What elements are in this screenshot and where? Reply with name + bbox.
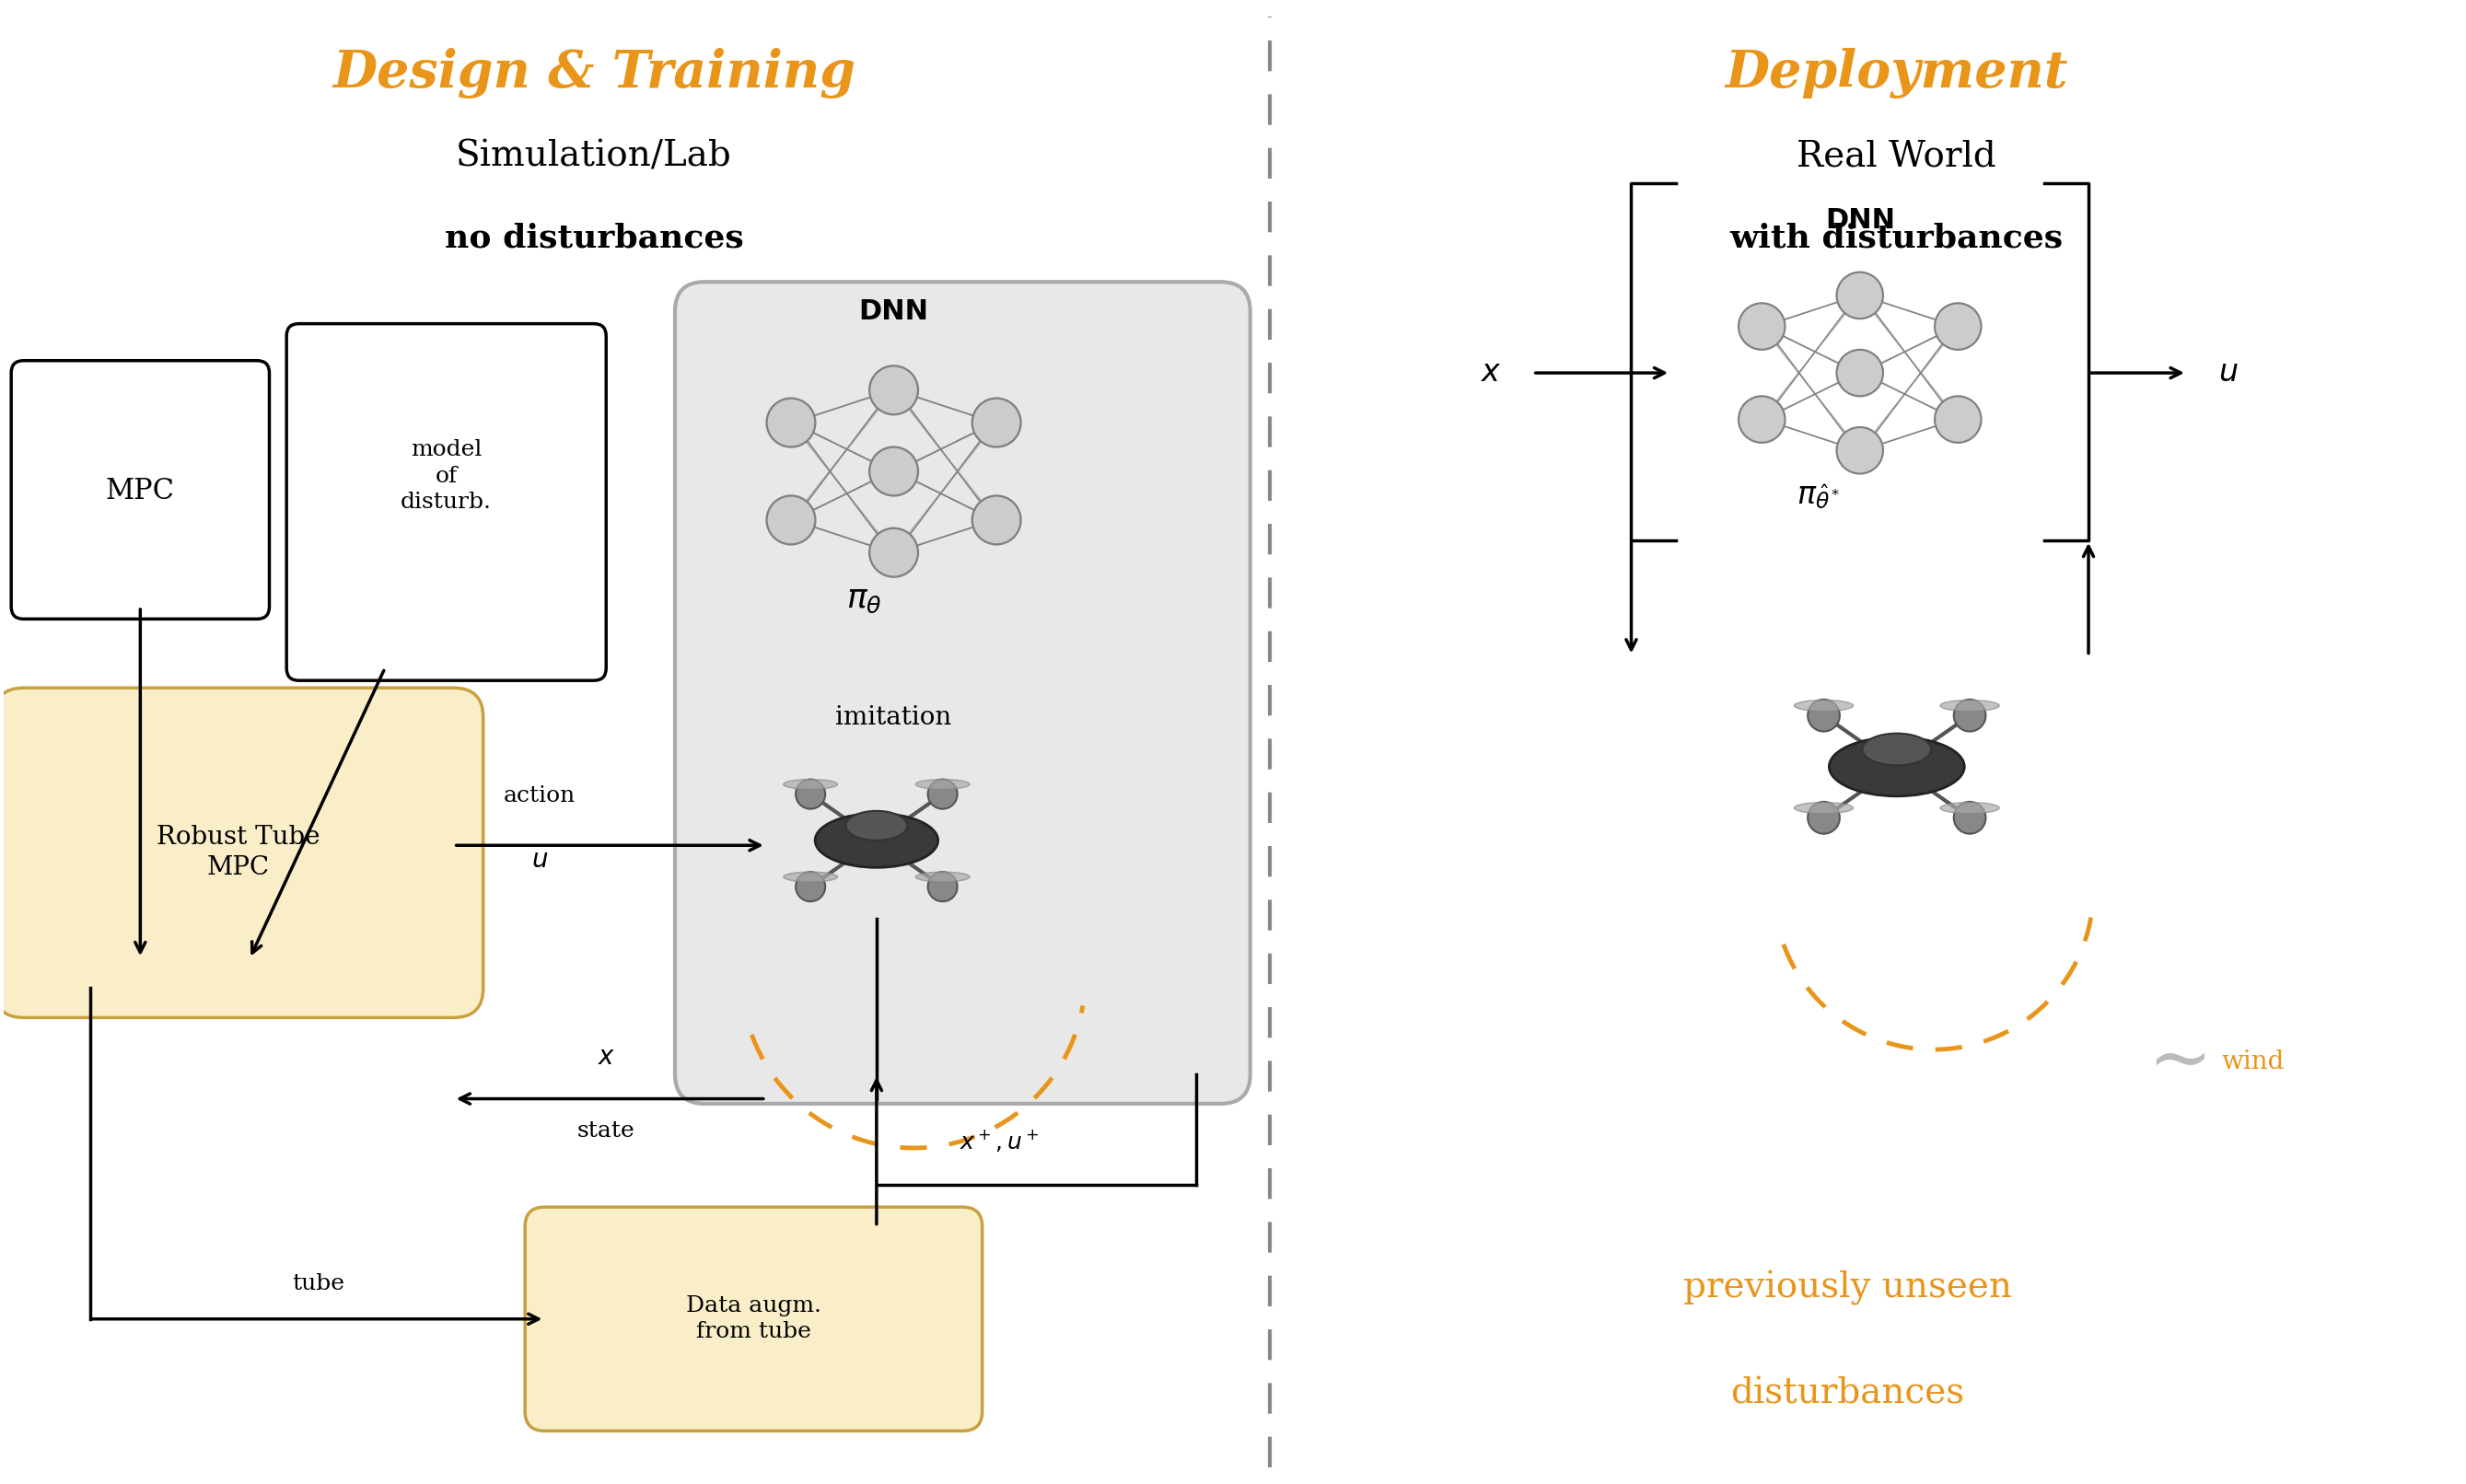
Circle shape [870,528,917,577]
Text: action: action [503,785,575,807]
Circle shape [1936,303,1980,350]
Ellipse shape [846,810,907,840]
Text: Robust Tube
MPC: Robust Tube MPC [158,825,321,880]
Text: no disturbances: no disturbances [444,223,742,254]
Circle shape [870,447,917,496]
Circle shape [767,496,816,545]
Text: with disturbances: with disturbances [1731,223,2064,254]
Text: MPC: MPC [106,476,175,505]
Circle shape [1953,699,1985,732]
Ellipse shape [915,779,969,789]
Circle shape [797,779,826,809]
Circle shape [1936,396,1980,442]
Text: previously unseen: previously unseen [1684,1270,2012,1306]
Text: $\pi_{\hat{\theta}^*}$: $\pi_{\hat{\theta}^*}$ [1795,481,1840,510]
Text: wind: wind [2222,1049,2284,1074]
Circle shape [1837,350,1884,396]
Text: $x^+, u^+$: $x^+, u^+$ [959,1128,1041,1153]
Ellipse shape [816,813,937,868]
Ellipse shape [1830,738,1965,795]
Circle shape [1808,699,1840,732]
Ellipse shape [784,873,838,881]
Text: tube: tube [293,1273,345,1294]
Text: model
of
disturb.: model of disturb. [402,439,491,513]
Text: $\pi_{\theta}$: $\pi_{\theta}$ [846,583,883,614]
Circle shape [1953,801,1985,834]
Text: Data augm.
from tube: Data augm. from tube [686,1296,821,1343]
Text: imitation: imitation [836,705,952,730]
FancyBboxPatch shape [286,324,607,681]
Text: Design & Training: Design & Training [333,47,856,98]
Circle shape [1837,272,1884,319]
Text: Simulation/Lab: Simulation/Lab [456,139,732,174]
Circle shape [1808,801,1840,834]
Text: DNN: DNN [1825,206,1894,233]
Circle shape [972,398,1021,447]
Circle shape [1739,396,1785,442]
Ellipse shape [784,779,838,789]
Circle shape [972,496,1021,545]
Text: $x$: $x$ [1480,358,1502,387]
Ellipse shape [1795,803,1854,813]
FancyBboxPatch shape [12,361,269,619]
Circle shape [767,398,816,447]
Circle shape [870,365,917,414]
Text: state: state [577,1120,636,1141]
Text: disturbances: disturbances [1731,1377,1965,1411]
Ellipse shape [1795,700,1854,711]
FancyBboxPatch shape [525,1206,981,1431]
Text: DNN: DNN [858,298,930,325]
Ellipse shape [1941,700,2000,711]
Circle shape [927,779,957,809]
Circle shape [927,873,957,901]
FancyBboxPatch shape [0,689,483,1018]
Text: $u$: $u$ [530,847,547,873]
Ellipse shape [1941,803,2000,813]
Text: Real World: Real World [1798,139,1997,174]
Ellipse shape [915,873,969,881]
Text: $u$: $u$ [2219,358,2239,387]
Text: ~: ~ [2148,1025,2212,1098]
Text: $x$: $x$ [597,1045,614,1070]
FancyBboxPatch shape [676,282,1250,1104]
Circle shape [797,873,826,901]
Circle shape [1739,303,1785,350]
Ellipse shape [1862,733,1931,766]
Circle shape [1837,427,1884,473]
Text: Deployment: Deployment [1726,47,2069,98]
